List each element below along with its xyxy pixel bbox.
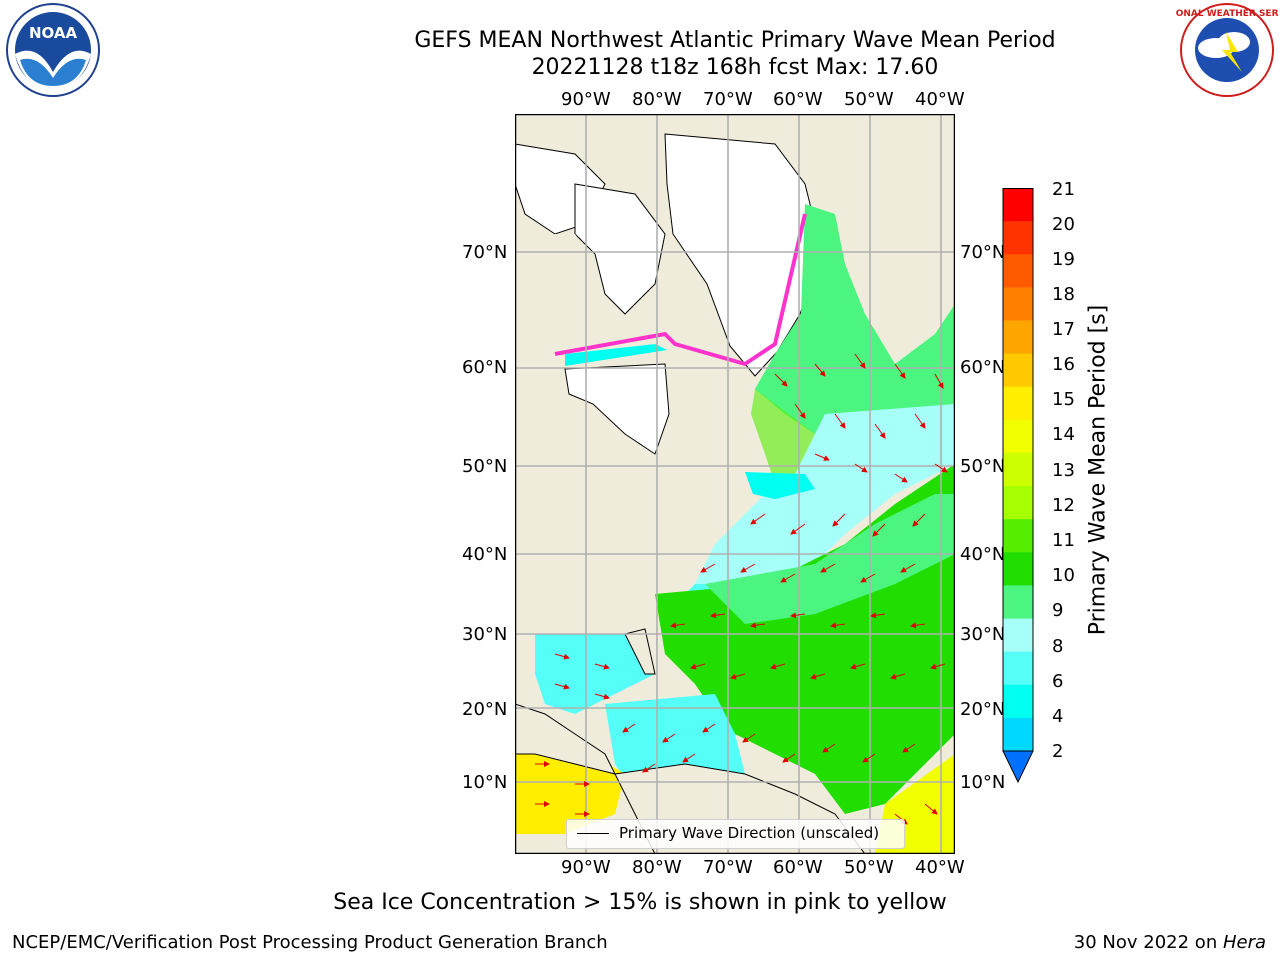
colorbar-tick-6: 6 xyxy=(1052,671,1064,692)
hudson-bay-overlay xyxy=(564,363,670,455)
north-atlantic-field xyxy=(695,404,955,594)
wave-period-map xyxy=(515,114,955,854)
map-subtitle: 20221128 t18z 168h fcst Max: 17.60 xyxy=(531,55,939,80)
colorbar-tick-11: 11 xyxy=(1052,530,1075,551)
colorbar-tick-10: 10 xyxy=(1052,565,1075,586)
footer-date: 30 Nov 2022 on Hera xyxy=(1074,932,1266,953)
svg-text:NATIONAL WEATHER SERVICE: NATIONAL WEATHER SERVICE xyxy=(1176,9,1278,19)
colorbar-segment xyxy=(1003,486,1033,520)
colorbar-segment xyxy=(1003,188,1033,222)
gulf-stlawrence-field xyxy=(745,472,815,499)
colorbar-tick-12: 12 xyxy=(1052,495,1075,516)
colorbar-segment xyxy=(1003,552,1033,586)
colorbar-extend-triangle xyxy=(1002,750,1034,784)
central-green-lighter xyxy=(705,494,955,624)
greenland-sea-field xyxy=(755,204,955,464)
lon-label-bottom-80w: 80°W xyxy=(632,857,682,878)
colorbar-segment xyxy=(1003,684,1033,719)
colorbar-segment xyxy=(1003,287,1033,321)
legend-line-swatch xyxy=(577,833,609,834)
map-legend: Primary Wave Direction (unscaled) xyxy=(566,819,905,849)
lon-label-top-90w: 90°W xyxy=(561,89,611,110)
lon-label-top-50w: 50°W xyxy=(844,89,894,110)
florida-land xyxy=(624,628,656,675)
lon-label-bottom-70w: 70°W xyxy=(703,857,753,878)
legend-label: Primary Wave Direction (unscaled) xyxy=(619,824,880,842)
colorbar-tick-8: 8 xyxy=(1052,636,1064,657)
lon-label-bottom-90w: 90°W xyxy=(561,857,611,878)
colorbar-segment xyxy=(1003,585,1033,620)
lat-label-left-10n: 10°N xyxy=(462,772,508,793)
lon-label-top-80w: 80°W xyxy=(632,89,682,110)
colorbar-tick-13: 13 xyxy=(1052,460,1075,481)
colorbar-segment xyxy=(1003,221,1033,255)
lon-label-top-70w: 70°W xyxy=(703,89,753,110)
lat-label-left-20n: 20°N xyxy=(462,699,508,720)
colorbar-tick-2: 2 xyxy=(1052,741,1064,762)
colorbar-segment xyxy=(1003,419,1033,454)
colorbar-title: Primary Wave Mean Period [s] xyxy=(1085,304,1111,636)
map-title: GEFS MEAN Northwest Atlantic Primary Wav… xyxy=(414,28,1056,53)
lon-label-bottom-50w: 50°W xyxy=(844,857,894,878)
graticule xyxy=(515,114,955,854)
lat-label-right-50n: 50°N xyxy=(960,456,1006,477)
footer-host: Hera xyxy=(1222,932,1266,953)
lat-label-right-20n: 20°N xyxy=(960,699,1006,720)
lat-label-left-50n: 50°N xyxy=(462,456,508,477)
lat-label-left-70n: 70°N xyxy=(462,242,508,263)
colorbar-segment xyxy=(1003,254,1033,288)
wave-direction-arrows xyxy=(535,353,948,825)
lon-label-bottom-60w: 60°W xyxy=(773,857,823,878)
colorbar-segment xyxy=(1003,386,1033,421)
lat-label-left-40n: 40°N xyxy=(462,544,508,565)
colorbar-tick-16: 16 xyxy=(1052,354,1075,375)
baffin-island xyxy=(574,183,666,315)
lat-label-right-70n: 70°N xyxy=(960,242,1006,263)
sea-ice-note: Sea Ice Concentration > 15% is shown in … xyxy=(333,890,947,915)
colorbar-tick-15: 15 xyxy=(1052,389,1075,410)
lat-label-right-10n: 10°N xyxy=(960,772,1006,793)
sea-ice-edge xyxy=(554,213,807,367)
colorbar-tick-17: 17 xyxy=(1052,319,1075,340)
colorbar-border xyxy=(1002,188,1034,752)
colorbar-segment xyxy=(1003,618,1033,653)
colorbar xyxy=(1002,188,1034,784)
nws-logo: NATIONAL WEATHER SERVICE xyxy=(1176,3,1278,97)
colorbar-segment xyxy=(1003,651,1033,686)
svg-text:NOAA: NOAA xyxy=(29,24,78,42)
lat-label-left-60n: 60°N xyxy=(462,357,508,378)
lat-label-left-30n: 30°N xyxy=(462,624,508,645)
colorbar-segment xyxy=(1003,519,1033,553)
mexico-land xyxy=(515,703,616,775)
colorbar-tick-14: 14 xyxy=(1052,424,1075,445)
lon-label-top-60w: 60°W xyxy=(773,89,823,110)
lon-label-top-40w: 40°W xyxy=(915,89,965,110)
footer-date-text: 30 Nov 2022 on xyxy=(1073,932,1223,953)
colorbar-tick-4: 4 xyxy=(1052,706,1064,727)
colorbar-tick-9: 9 xyxy=(1052,600,1064,621)
colorbar-segment xyxy=(1003,452,1033,487)
colorbar-tick-19: 19 xyxy=(1052,249,1075,270)
colorbar-segment xyxy=(1003,353,1033,388)
colorbar-segment xyxy=(1003,320,1033,355)
lon-label-bottom-40w: 40°W xyxy=(915,857,965,878)
colorbar-tick-20: 20 xyxy=(1052,214,1075,235)
colorbar-tick-21: 21 xyxy=(1052,179,1075,200)
lat-label-right-40n: 40°N xyxy=(960,544,1006,565)
sea-ice-cyan xyxy=(565,344,667,366)
colorbar-segment xyxy=(1003,717,1033,752)
noaa-logo: NOAA xyxy=(6,3,100,97)
lat-label-right-30n: 30°N xyxy=(960,624,1006,645)
lat-label-right-60n: 60°N xyxy=(960,357,1006,378)
colorbar-tick-18: 18 xyxy=(1052,284,1075,305)
footer-credit: NCEP/EMC/Verification Post Processing Pr… xyxy=(12,932,608,953)
